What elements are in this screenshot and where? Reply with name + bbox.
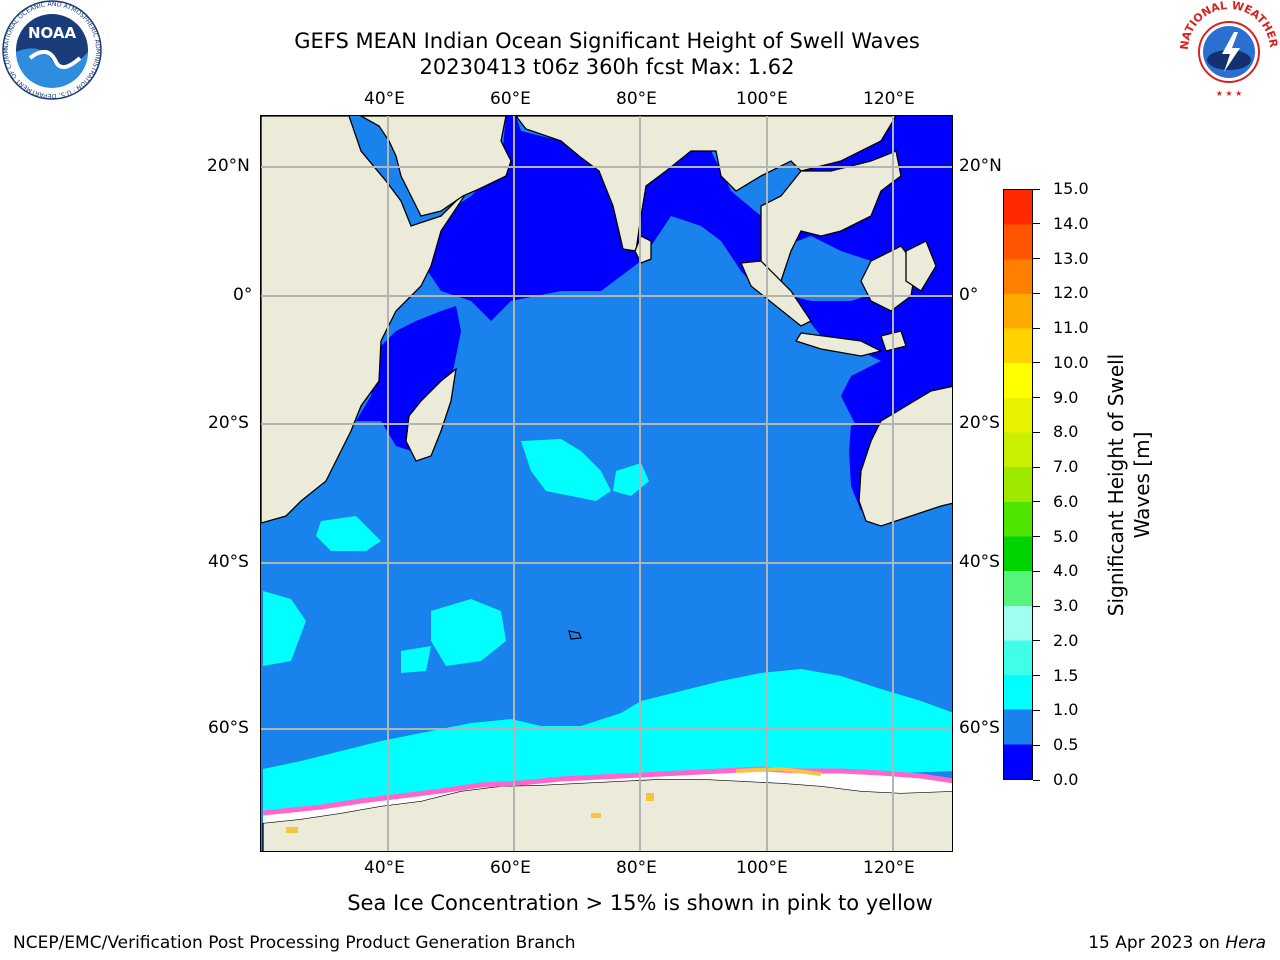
colorbar-title-line1: Significant Height of Swell xyxy=(1103,354,1129,616)
colorbar-tick-label: 4.0 xyxy=(1053,562,1078,580)
colorbar-tick-label: 15.0 xyxy=(1053,180,1089,198)
kerguelen-island xyxy=(569,631,581,639)
date-text: 15 Apr 2023 on xyxy=(1088,933,1225,953)
colorbar-tick-label: 11.0 xyxy=(1053,319,1089,337)
lon-label-bottom: 40°E xyxy=(364,858,405,878)
lon-label-top: 120°E xyxy=(863,89,915,109)
colorbar-tick-label: 3.0 xyxy=(1053,597,1078,615)
date-stamp: 15 Apr 2023 on Hera xyxy=(1088,933,1266,953)
colorbar-tick xyxy=(1033,328,1040,329)
lon-label-top: 100°E xyxy=(736,89,788,109)
credit-text: NCEP/EMC/Verification Post Processing Pr… xyxy=(13,933,576,953)
colorbar-tick-label: 6.0 xyxy=(1053,493,1078,511)
lat-label-right: 0° xyxy=(959,285,978,305)
colorbar-tick xyxy=(1033,780,1040,781)
colorbar-tick-label: 10.0 xyxy=(1053,354,1089,372)
machine-name: Hera xyxy=(1225,933,1266,953)
colorbar-tick xyxy=(1033,293,1040,294)
colorbar-tick-label: 0.5 xyxy=(1053,736,1078,754)
colorbar-tick-label: 12.0 xyxy=(1053,284,1089,302)
lon-label-bottom: 120°E xyxy=(863,858,915,878)
map-svg xyxy=(261,116,953,852)
colorbar-tick xyxy=(1033,362,1040,363)
colorbar-title: Significant Height of Swell Waves [m] xyxy=(1103,354,1155,616)
colorbar-tick xyxy=(1033,223,1040,224)
lat-label-left: 60°S xyxy=(208,718,249,738)
colorbar-gradient xyxy=(1004,190,1032,779)
colorbar-tick xyxy=(1033,432,1040,433)
lat-label-right: 20°N xyxy=(959,156,1002,176)
lat-label-left: 0° xyxy=(233,285,252,305)
lon-label-bottom: 60°E xyxy=(490,858,531,878)
sea-ice-note: Sea Ice Concentration > 15% is shown in … xyxy=(0,891,1280,915)
swell-high-patches xyxy=(263,439,953,813)
colorbar-tick-label: 2.0 xyxy=(1053,632,1078,650)
colorbar-tick-label: 7.0 xyxy=(1053,458,1078,476)
colorbar-tick xyxy=(1033,606,1040,607)
colorbar-tick xyxy=(1033,258,1040,259)
lat-label-right: 20°S xyxy=(959,413,1000,433)
colorbar-tick-label: 1.0 xyxy=(1053,701,1078,719)
lon-label-top: 40°E xyxy=(364,89,405,109)
map-panel[interactable] xyxy=(260,115,953,852)
lon-label-bottom: 100°E xyxy=(736,858,788,878)
colorbar-tick xyxy=(1033,397,1040,398)
colorbar-tick xyxy=(1033,640,1040,641)
colorbar-tick xyxy=(1033,571,1040,572)
colorbar xyxy=(1003,189,1033,780)
colorbar-tick xyxy=(1033,675,1040,676)
lat-label-right: 60°S xyxy=(959,718,1000,738)
colorbar-tick-label: 8.0 xyxy=(1053,423,1078,441)
colorbar-tick-label: 1.5 xyxy=(1053,667,1078,685)
colorbar-tick-label: 14.0 xyxy=(1053,215,1089,233)
map-title: GEFS MEAN Indian Ocean Significant Heigh… xyxy=(0,28,1214,54)
colorbar-tick xyxy=(1033,467,1040,468)
lon-label-top: 80°E xyxy=(616,89,657,109)
map-subtitle: 20230413 t06z 360h fcst Max: 1.62 xyxy=(0,54,1214,80)
lat-label-right: 40°S xyxy=(959,552,1000,572)
lat-label-left: 20°N xyxy=(207,156,250,176)
colorbar-tick xyxy=(1033,189,1040,190)
colorbar-tick xyxy=(1033,745,1040,746)
colorbar-tick xyxy=(1033,501,1040,502)
colorbar-tick-label: 9.0 xyxy=(1053,389,1078,407)
colorbar-tick-label: 13.0 xyxy=(1053,250,1089,268)
lon-label-bottom: 80°E xyxy=(616,858,657,878)
lat-label-left: 20°S xyxy=(208,413,249,433)
svg-text:★ ★ ★: ★ ★ ★ xyxy=(1216,89,1243,98)
colorbar-tick-label: 0.0 xyxy=(1053,771,1078,789)
colorbar-tick-label: 5.0 xyxy=(1053,528,1078,546)
colorbar-title-line2: Waves [m] xyxy=(1129,354,1155,616)
colorbar-tick xyxy=(1033,536,1040,537)
lat-label-left: 40°S xyxy=(208,552,249,572)
colorbar-tick xyxy=(1033,710,1040,711)
lon-label-top: 60°E xyxy=(490,89,531,109)
